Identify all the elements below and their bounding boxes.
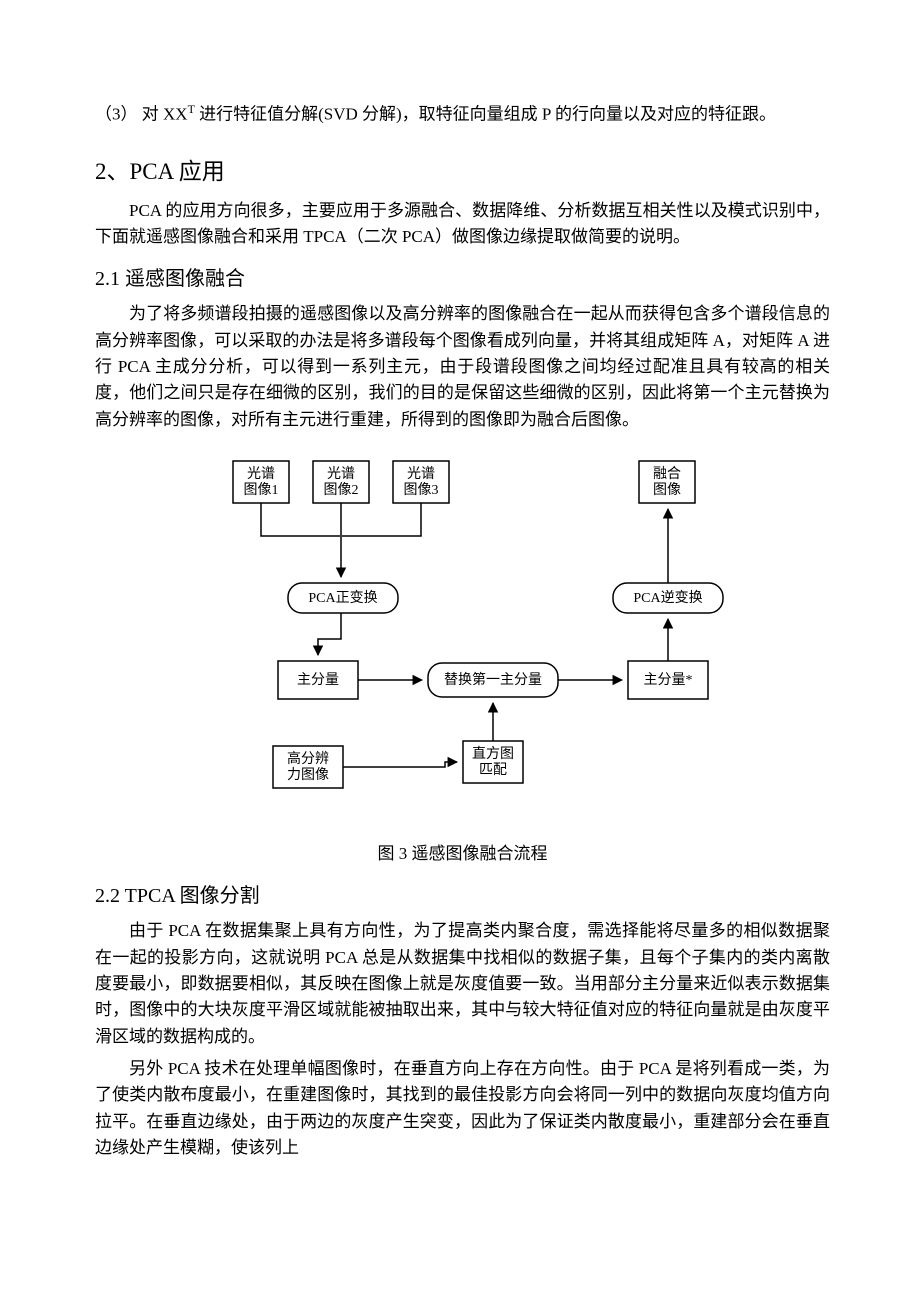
svg-text:图像3: 图像3 [403, 482, 438, 498]
svg-text:力图像: 力图像 [287, 767, 329, 783]
section-2-heading: 2、PCA 应用 [95, 154, 830, 190]
svg-text:直方图: 直方图 [472, 745, 514, 762]
svg-text:图像: 图像 [653, 482, 681, 498]
svg-text:PCA正变换: PCA正变换 [308, 589, 377, 606]
intro-before: （3） 对 XX [95, 105, 188, 124]
svg-text:光谱: 光谱 [407, 466, 435, 482]
intro-paragraph: （3） 对 XXT 进行特征值分解(SVD 分解)，取特征向量组成 P 的行向量… [95, 100, 830, 128]
svg-text:高分辨: 高分辨 [287, 750, 329, 767]
section-2-2-para2: 另外 PCA 技术在处理单幅图像时，在垂直方向上存在方向性。由于 PCA 是将列… [95, 1056, 830, 1161]
svg-text:PCA逆变换: PCA逆变换 [633, 589, 702, 606]
figure-3-flowchart: 光谱图像1光谱图像2光谱图像3融合图像PCA正变换PCA逆变换主分量替换第一主分… [183, 451, 743, 821]
intro-after: 进行特征值分解(SVD 分解)，取特征向量组成 P 的行向量以及对应的特征跟。 [195, 105, 776, 124]
figure-3-container: 光谱图像1光谱图像2光谱图像3融合图像PCA正变换PCA逆变换主分量替换第一主分… [95, 451, 830, 821]
section-2-1-heading: 2.1 遥感图像融合 [95, 264, 830, 295]
svg-text:融合: 融合 [653, 466, 681, 482]
svg-text:光谱: 光谱 [327, 466, 355, 482]
svg-text:替换第一主分量: 替换第一主分量 [444, 671, 542, 688]
section-2-2-heading: 2.2 TPCA 图像分割 [95, 881, 830, 912]
svg-text:光谱: 光谱 [247, 466, 275, 482]
svg-text:主分量*: 主分量* [643, 672, 692, 688]
svg-text:主分量: 主分量 [297, 672, 339, 688]
intro-sup: T [188, 102, 195, 116]
figure-3-caption: 图 3 遥感图像融合流程 [95, 841, 830, 867]
svg-text:图像2: 图像2 [323, 482, 358, 498]
section-2-2-para1: 由于 PCA 在数据集聚上具有方向性，为了提高类内聚合度，需选择能将尽量多的相似… [95, 918, 830, 1050]
section-2-para1: PCA 的应用方向很多，主要应用于多源融合、数据降维、分析数据互相关性以及模式识… [95, 198, 830, 251]
svg-text:匹配: 匹配 [479, 763, 507, 778]
svg-text:图像1: 图像1 [243, 482, 278, 498]
section-2-1-para1: 为了将多频谱段拍摄的遥感图像以及高分辨率的图像融合在一起从而获得包含多个谱段信息… [95, 301, 830, 433]
